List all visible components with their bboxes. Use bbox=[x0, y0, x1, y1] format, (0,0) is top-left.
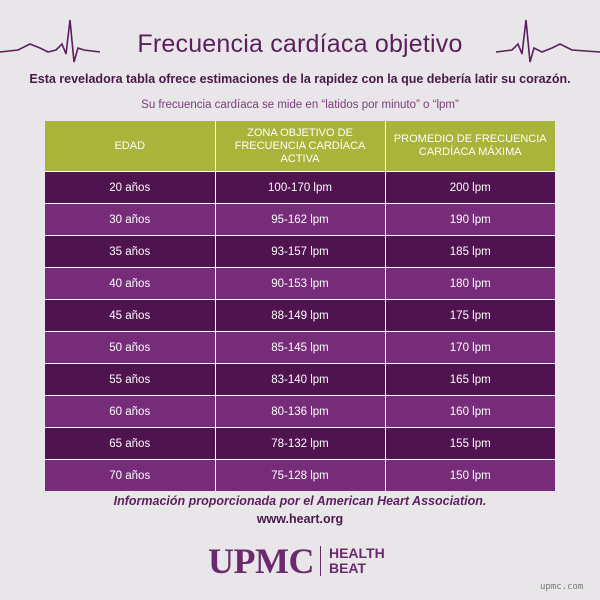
cell-max-rate: 175 lpm bbox=[385, 299, 555, 332]
logo-subtitle: HEALTH BEAT bbox=[329, 546, 385, 576]
column-header-max-rate: PROMEDIO DE FRECUENCIA CARDÍACA MÁXIMA bbox=[385, 121, 555, 172]
page-subtitle: Esta reveladora tabla ofrece estimacione… bbox=[29, 72, 571, 86]
table-row: 65 años 78-132 lpm 155 lpm bbox=[45, 427, 555, 460]
cell-age: 70 años bbox=[45, 459, 216, 491]
cell-target-zone: 85-145 lpm bbox=[215, 331, 386, 364]
column-header-age: EDAD bbox=[45, 121, 216, 172]
watermark: upmc.com bbox=[540, 582, 584, 592]
cell-max-rate: 165 lpm bbox=[385, 363, 555, 396]
cell-target-zone: 88-149 lpm bbox=[215, 299, 386, 332]
upmc-health-beat-logo: UPMC HEALTH BEAT bbox=[208, 541, 385, 581]
column-header-target-zone: ZONA OBJETIVO DE FRECUENCIA CARDÍACA ACT… bbox=[215, 121, 386, 172]
heartbeat-line-icon bbox=[0, 19, 600, 63]
cell-age: 55 años bbox=[45, 363, 216, 396]
cell-max-rate: 160 lpm bbox=[385, 395, 555, 428]
cell-target-zone: 90-153 lpm bbox=[215, 267, 386, 300]
logo-line-health: HEALTH bbox=[328, 545, 385, 561]
table-row: 30 años 95-162 lpm 190 lpm bbox=[45, 203, 555, 236]
cell-age: 60 años bbox=[45, 395, 216, 428]
cell-age: 40 años bbox=[45, 267, 216, 300]
source-url[interactable]: www.heart.org bbox=[256, 512, 344, 526]
table-row: 50 años 85-145 lpm 170 lpm bbox=[45, 331, 555, 364]
heart-rate-table: EDAD ZONA OBJETIVO DE FRECUENCIA CARDÍAC… bbox=[45, 121, 555, 491]
cell-target-zone: 78-132 lpm bbox=[215, 427, 386, 460]
cell-max-rate: 170 lpm bbox=[385, 331, 555, 364]
table-row: 55 años 83-140 lpm 165 lpm bbox=[45, 363, 555, 396]
table-header-row: EDAD ZONA OBJETIVO DE FRECUENCIA CARDÍAC… bbox=[45, 121, 555, 172]
table-row: 45 años 88-149 lpm 175 lpm bbox=[45, 299, 555, 332]
logo-line-beat: BEAT bbox=[328, 560, 367, 576]
cell-age: 30 años bbox=[45, 203, 216, 236]
table-row: 20 años 100-170 lpm 200 lpm bbox=[45, 171, 555, 204]
cell-max-rate: 150 lpm bbox=[385, 459, 555, 491]
cell-target-zone: 93-157 lpm bbox=[215, 235, 386, 268]
cell-target-zone: 75-128 lpm bbox=[215, 459, 386, 491]
heartbeat-header bbox=[0, 14, 600, 68]
logo-wordmark: UPMC bbox=[208, 541, 314, 581]
cell-age: 35 años bbox=[45, 235, 216, 268]
cell-age: 50 años bbox=[45, 331, 216, 364]
cell-age: 20 años bbox=[45, 171, 216, 204]
cell-target-zone: 100-170 lpm bbox=[215, 171, 386, 204]
page-title: Frecuencia cardíaca objetivo bbox=[137, 30, 463, 58]
logo-divider bbox=[319, 546, 321, 576]
cell-target-zone: 80-136 lpm bbox=[215, 395, 386, 428]
cell-age: 65 años bbox=[45, 427, 216, 460]
cell-max-rate: 190 lpm bbox=[385, 203, 555, 236]
table-row: 35 años 93-157 lpm 185 lpm bbox=[45, 235, 555, 268]
unit-note: Su frecuencia cardíaca se mide en “latid… bbox=[141, 99, 459, 111]
cell-max-rate: 155 lpm bbox=[385, 427, 555, 460]
cell-age: 45 años bbox=[45, 299, 216, 332]
cell-max-rate: 185 lpm bbox=[385, 235, 555, 268]
table-row: 40 años 90-153 lpm 180 lpm bbox=[45, 267, 555, 300]
cell-target-zone: 83-140 lpm bbox=[215, 363, 386, 396]
cell-max-rate: 200 lpm bbox=[385, 171, 555, 204]
source-credit: Información proporcionada por el America… bbox=[113, 494, 487, 508]
table-row: 70 años 75-128 lpm 150 lpm bbox=[45, 459, 555, 491]
table-row: 60 años 80-136 lpm 160 lpm bbox=[45, 395, 555, 428]
cell-max-rate: 180 lpm bbox=[385, 267, 555, 300]
cell-target-zone: 95-162 lpm bbox=[215, 203, 386, 236]
